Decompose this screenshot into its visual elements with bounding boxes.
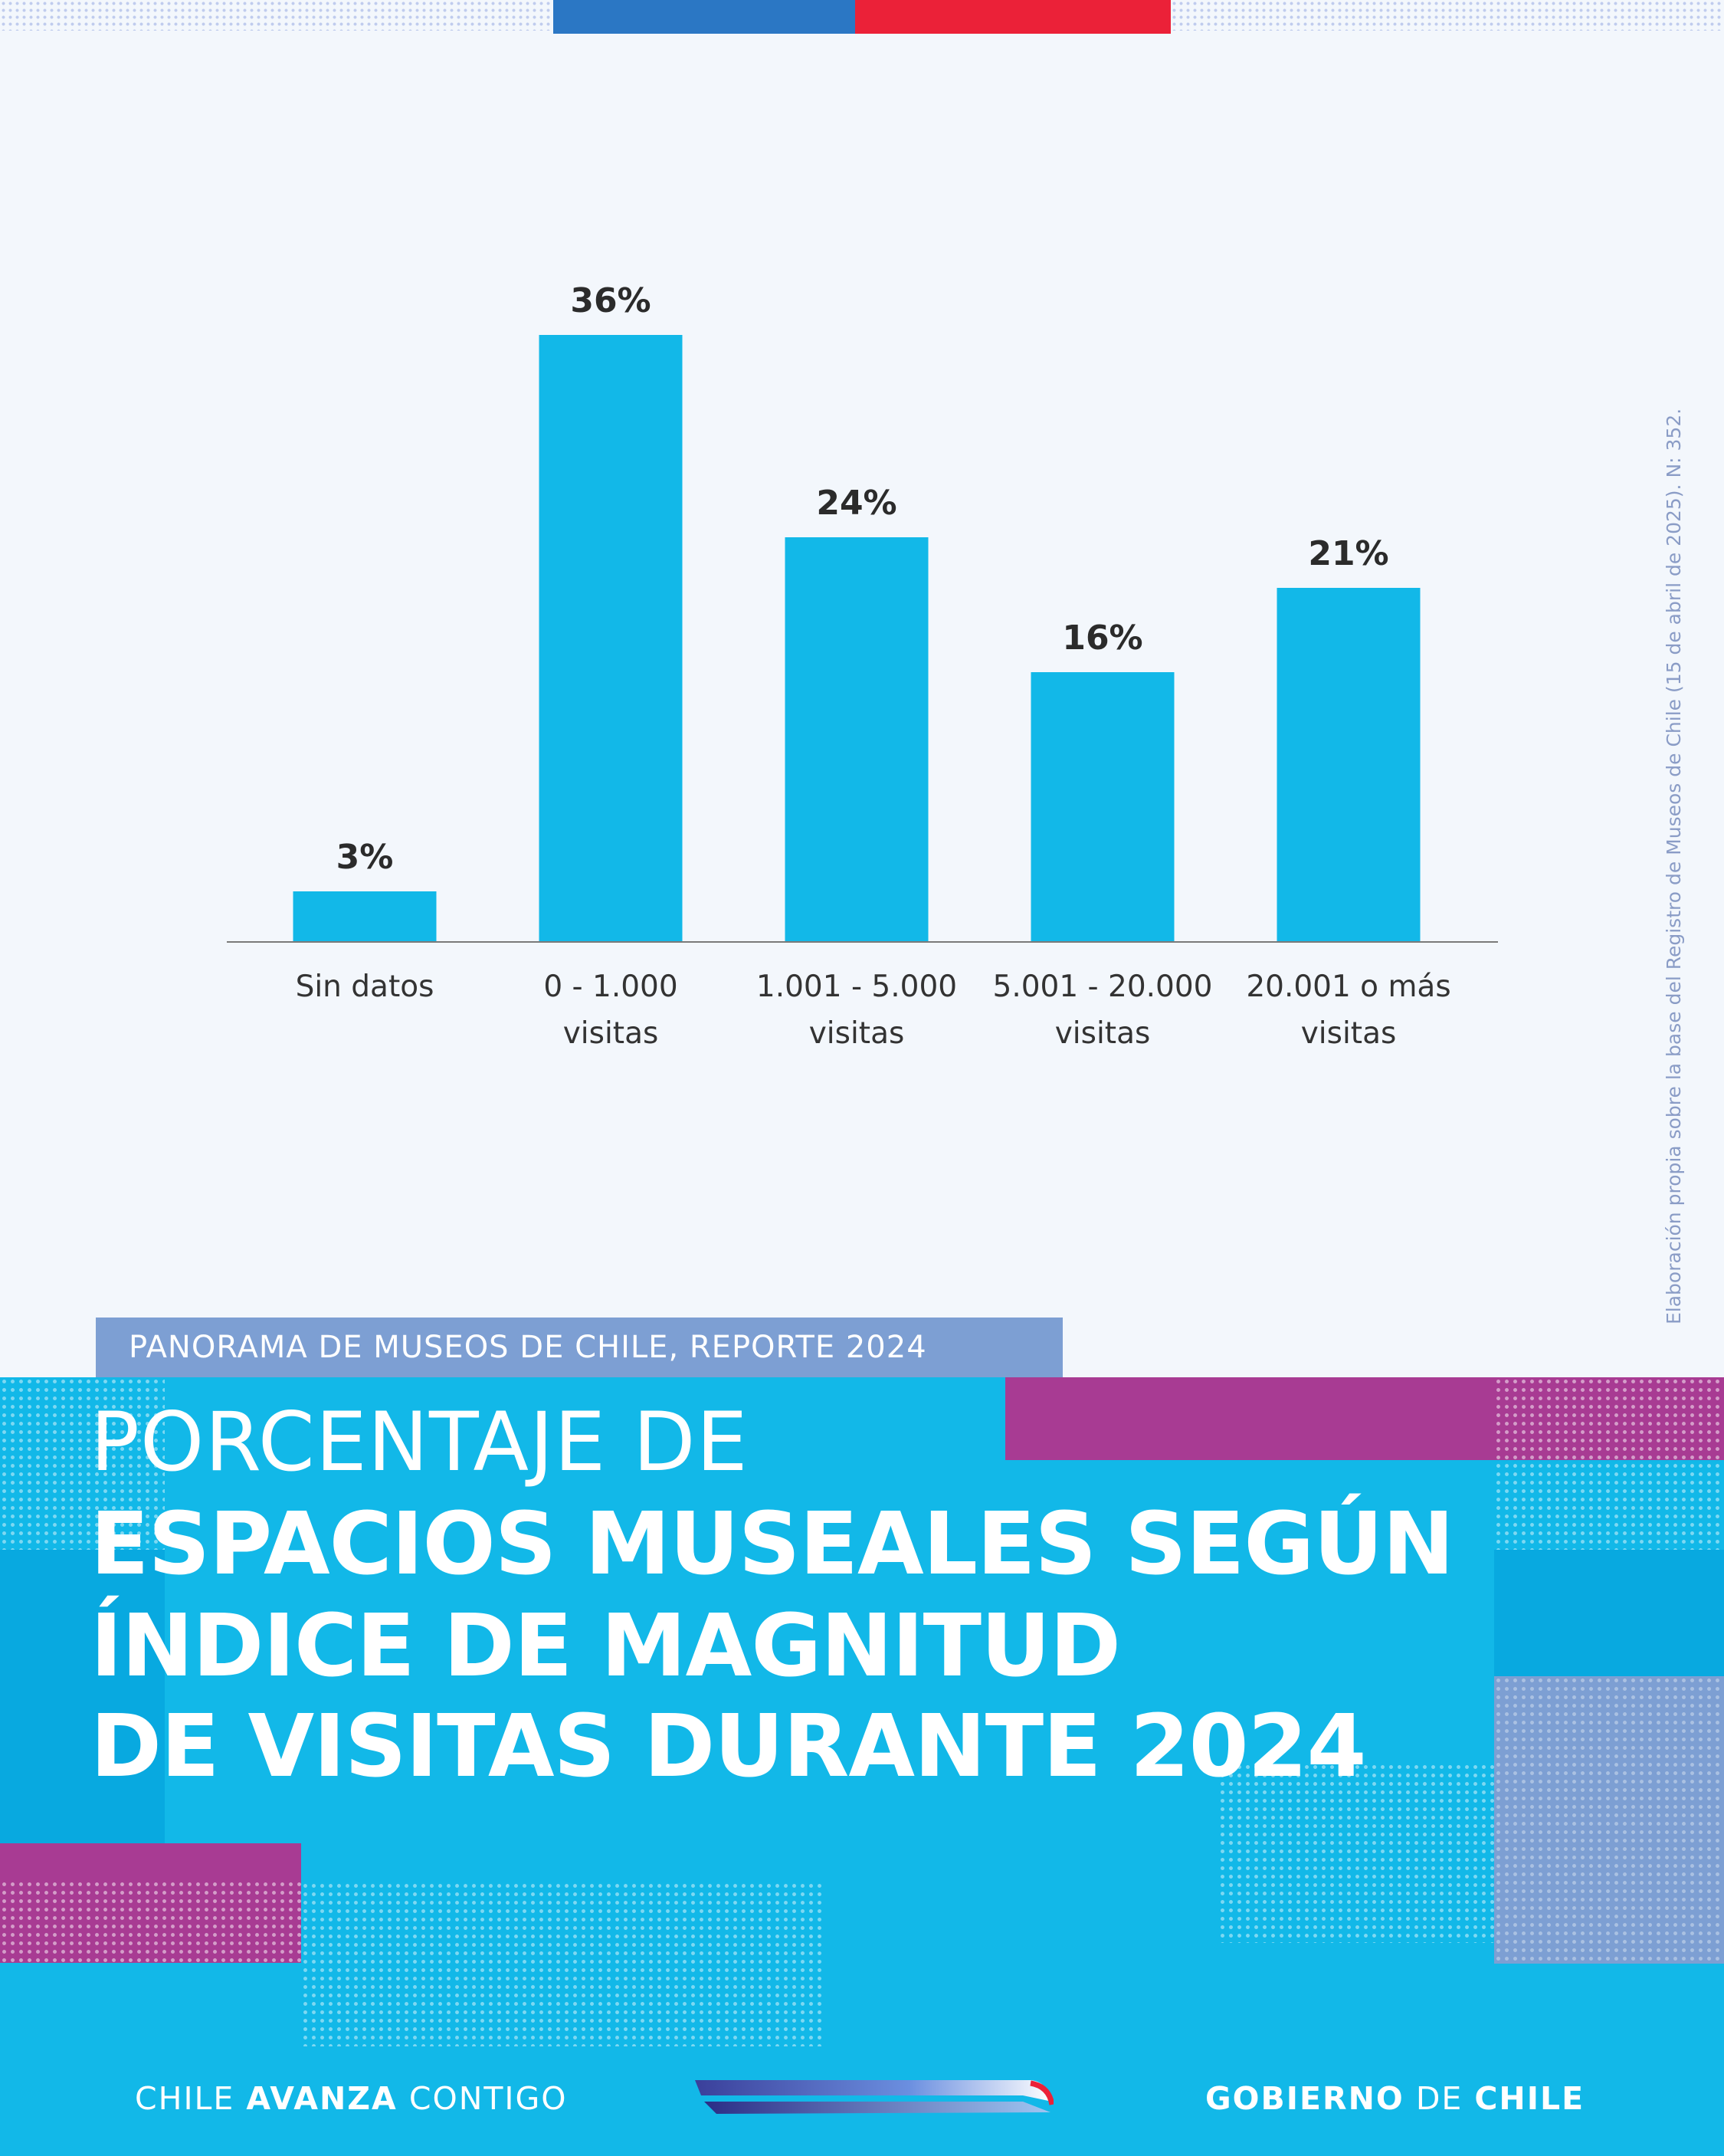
category-label-2-1: visitas (809, 1016, 905, 1051)
title-line-1: PORCENTAJE DE (90, 1395, 749, 1489)
category-label-4-1: visitas (1301, 1016, 1397, 1051)
footer-government-c: CHILE (1474, 2080, 1585, 2117)
bar-value-label-4: 21% (1308, 534, 1388, 573)
footer-slogan-b: AVANZA (246, 2080, 398, 2117)
category-label-3-0: 5.001 - 20.000 (993, 970, 1213, 1004)
footer-government-b: DE (1415, 2080, 1463, 2117)
flag-blue-stripe (553, 0, 855, 34)
category-label-2-0: 1.001 - 5.000 (756, 970, 957, 1004)
flag-red-stripe (855, 0, 1171, 34)
bar-4 (1277, 588, 1421, 942)
purple-dots-top (1494, 1377, 1724, 1460)
bar-2 (785, 537, 929, 942)
footer-slogan-c: CONTIGO (408, 2080, 568, 2117)
band-dot-pattern-lower-right (1218, 1763, 1494, 1943)
category-label-1-0: 0 - 1.000 (543, 970, 677, 1004)
source-note: Elaboración propia sobre la base del Reg… (1663, 408, 1685, 1324)
title-line-4: DE VISITAS DURANTE 2024 (90, 1697, 1366, 1797)
category-label-3-1: visitas (1055, 1016, 1151, 1051)
bar-value-label-2: 24% (816, 484, 896, 523)
purple-block-bottom (0, 1843, 301, 1880)
band-dark-block-right (1494, 1550, 1724, 1676)
government-swoosh-logo (695, 2080, 1054, 2114)
title-line-2: ESPACIOS MUSEALES SEGÚN (90, 1495, 1454, 1594)
bar-value-label-0: 3% (336, 838, 394, 877)
category-label-4-0: 20.001 o más (1246, 970, 1450, 1004)
purple-block-top (1005, 1377, 1494, 1460)
bar-value-label-1: 36% (570, 281, 651, 320)
band-dot-pattern-bottom (301, 1882, 824, 2046)
bar-value-label-3: 16% (1062, 619, 1142, 658)
lavender-block-right (1494, 1676, 1724, 1964)
bar-0 (293, 891, 437, 942)
footer-government-a: GOBIERNO (1205, 2080, 1404, 2117)
band-dot-pattern-left (0, 1377, 165, 1550)
band-dark-block-left (0, 1550, 165, 1843)
report-tag: PANORAMA DE MUSEOS DE CHILE, REPORTE 202… (96, 1318, 1063, 1377)
category-label-1-1: visitas (563, 1016, 659, 1051)
top-dot-pattern-right (1171, 0, 1724, 31)
top-dot-pattern-left (0, 0, 553, 31)
purple-dots-bottom (0, 1880, 301, 1963)
bar-1 (539, 335, 683, 942)
footer-government: GOBIERNO DE CHILE (1205, 2080, 1585, 2117)
category-label-0-0: Sin datos (296, 970, 434, 1004)
bar-chart: 3% Sin datos 36% 0 - 1.000 visitas 24% 1.001 -… (227, 281, 1498, 1051)
bar-3 (1031, 672, 1175, 942)
title-line-3: ÍNDICE DE MAGNITUD (90, 1596, 1121, 1696)
blue-band (0, 1377, 1724, 2156)
footer-slogan-a: CHILE (135, 2080, 235, 2117)
footer-slogan: CHILE AVANZA CONTIGO (135, 2080, 568, 2117)
